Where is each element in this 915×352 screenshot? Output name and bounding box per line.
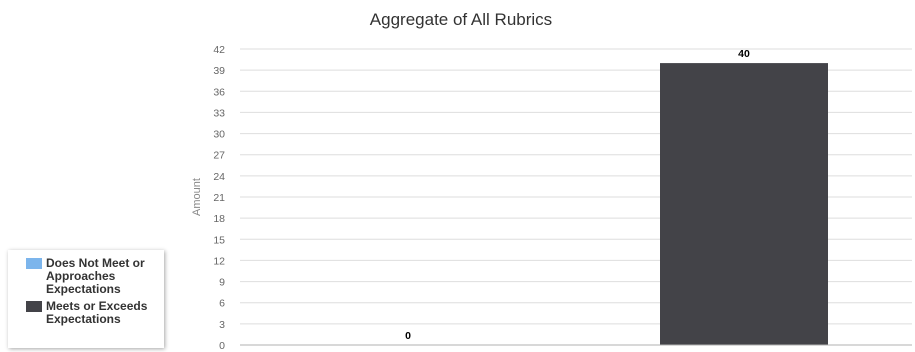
data-labels: 0 40 — [405, 48, 750, 342]
y-tick-label: 27 — [213, 150, 225, 162]
y-tick-label: 42 — [213, 44, 225, 56]
data-label-1: 40 — [738, 48, 750, 60]
y-tick-label: 30 — [213, 129, 225, 141]
y-tick-label: 3 — [219, 319, 225, 331]
data-label-0: 0 — [405, 330, 411, 342]
legend-label-does-not-meet: Does Not Meet or Approaches Expectations — [46, 256, 145, 296]
y-tick-label: 12 — [213, 255, 225, 267]
y-tick-label: 15 — [213, 234, 225, 246]
chart-title: Aggregate of All Rubrics — [370, 10, 552, 29]
legend-swatch-meets-or-exceeds — [26, 301, 42, 312]
y-tick-label: 9 — [219, 277, 225, 289]
legend: Does Not Meet or Approaches Expectations… — [8, 250, 164, 348]
y-tick-label: 24 — [213, 171, 225, 183]
legend-item-meets-or-exceeds[interactable]: Meets or Exceeds Expectations — [26, 300, 158, 326]
y-axis-label: Amount — [191, 178, 203, 216]
y-tick-label: 33 — [213, 107, 225, 119]
bars — [660, 63, 828, 345]
legend-swatch-does-not-meet — [26, 258, 42, 269]
legend-label-meets-or-exceeds: Meets or Exceeds Expectations — [46, 299, 148, 326]
y-tick-label: 21 — [213, 192, 225, 204]
y-tick-label: 36 — [213, 86, 225, 98]
y-tick-label: 39 — [213, 65, 225, 77]
y-tick-label: 18 — [213, 213, 225, 225]
y-tick-label: 6 — [219, 298, 225, 310]
bar-1[interactable] — [660, 63, 828, 345]
legend-item-does-not-meet[interactable]: Does Not Meet or Approaches Expectations — [26, 257, 158, 296]
y-tick-label: 0 — [219, 340, 225, 352]
